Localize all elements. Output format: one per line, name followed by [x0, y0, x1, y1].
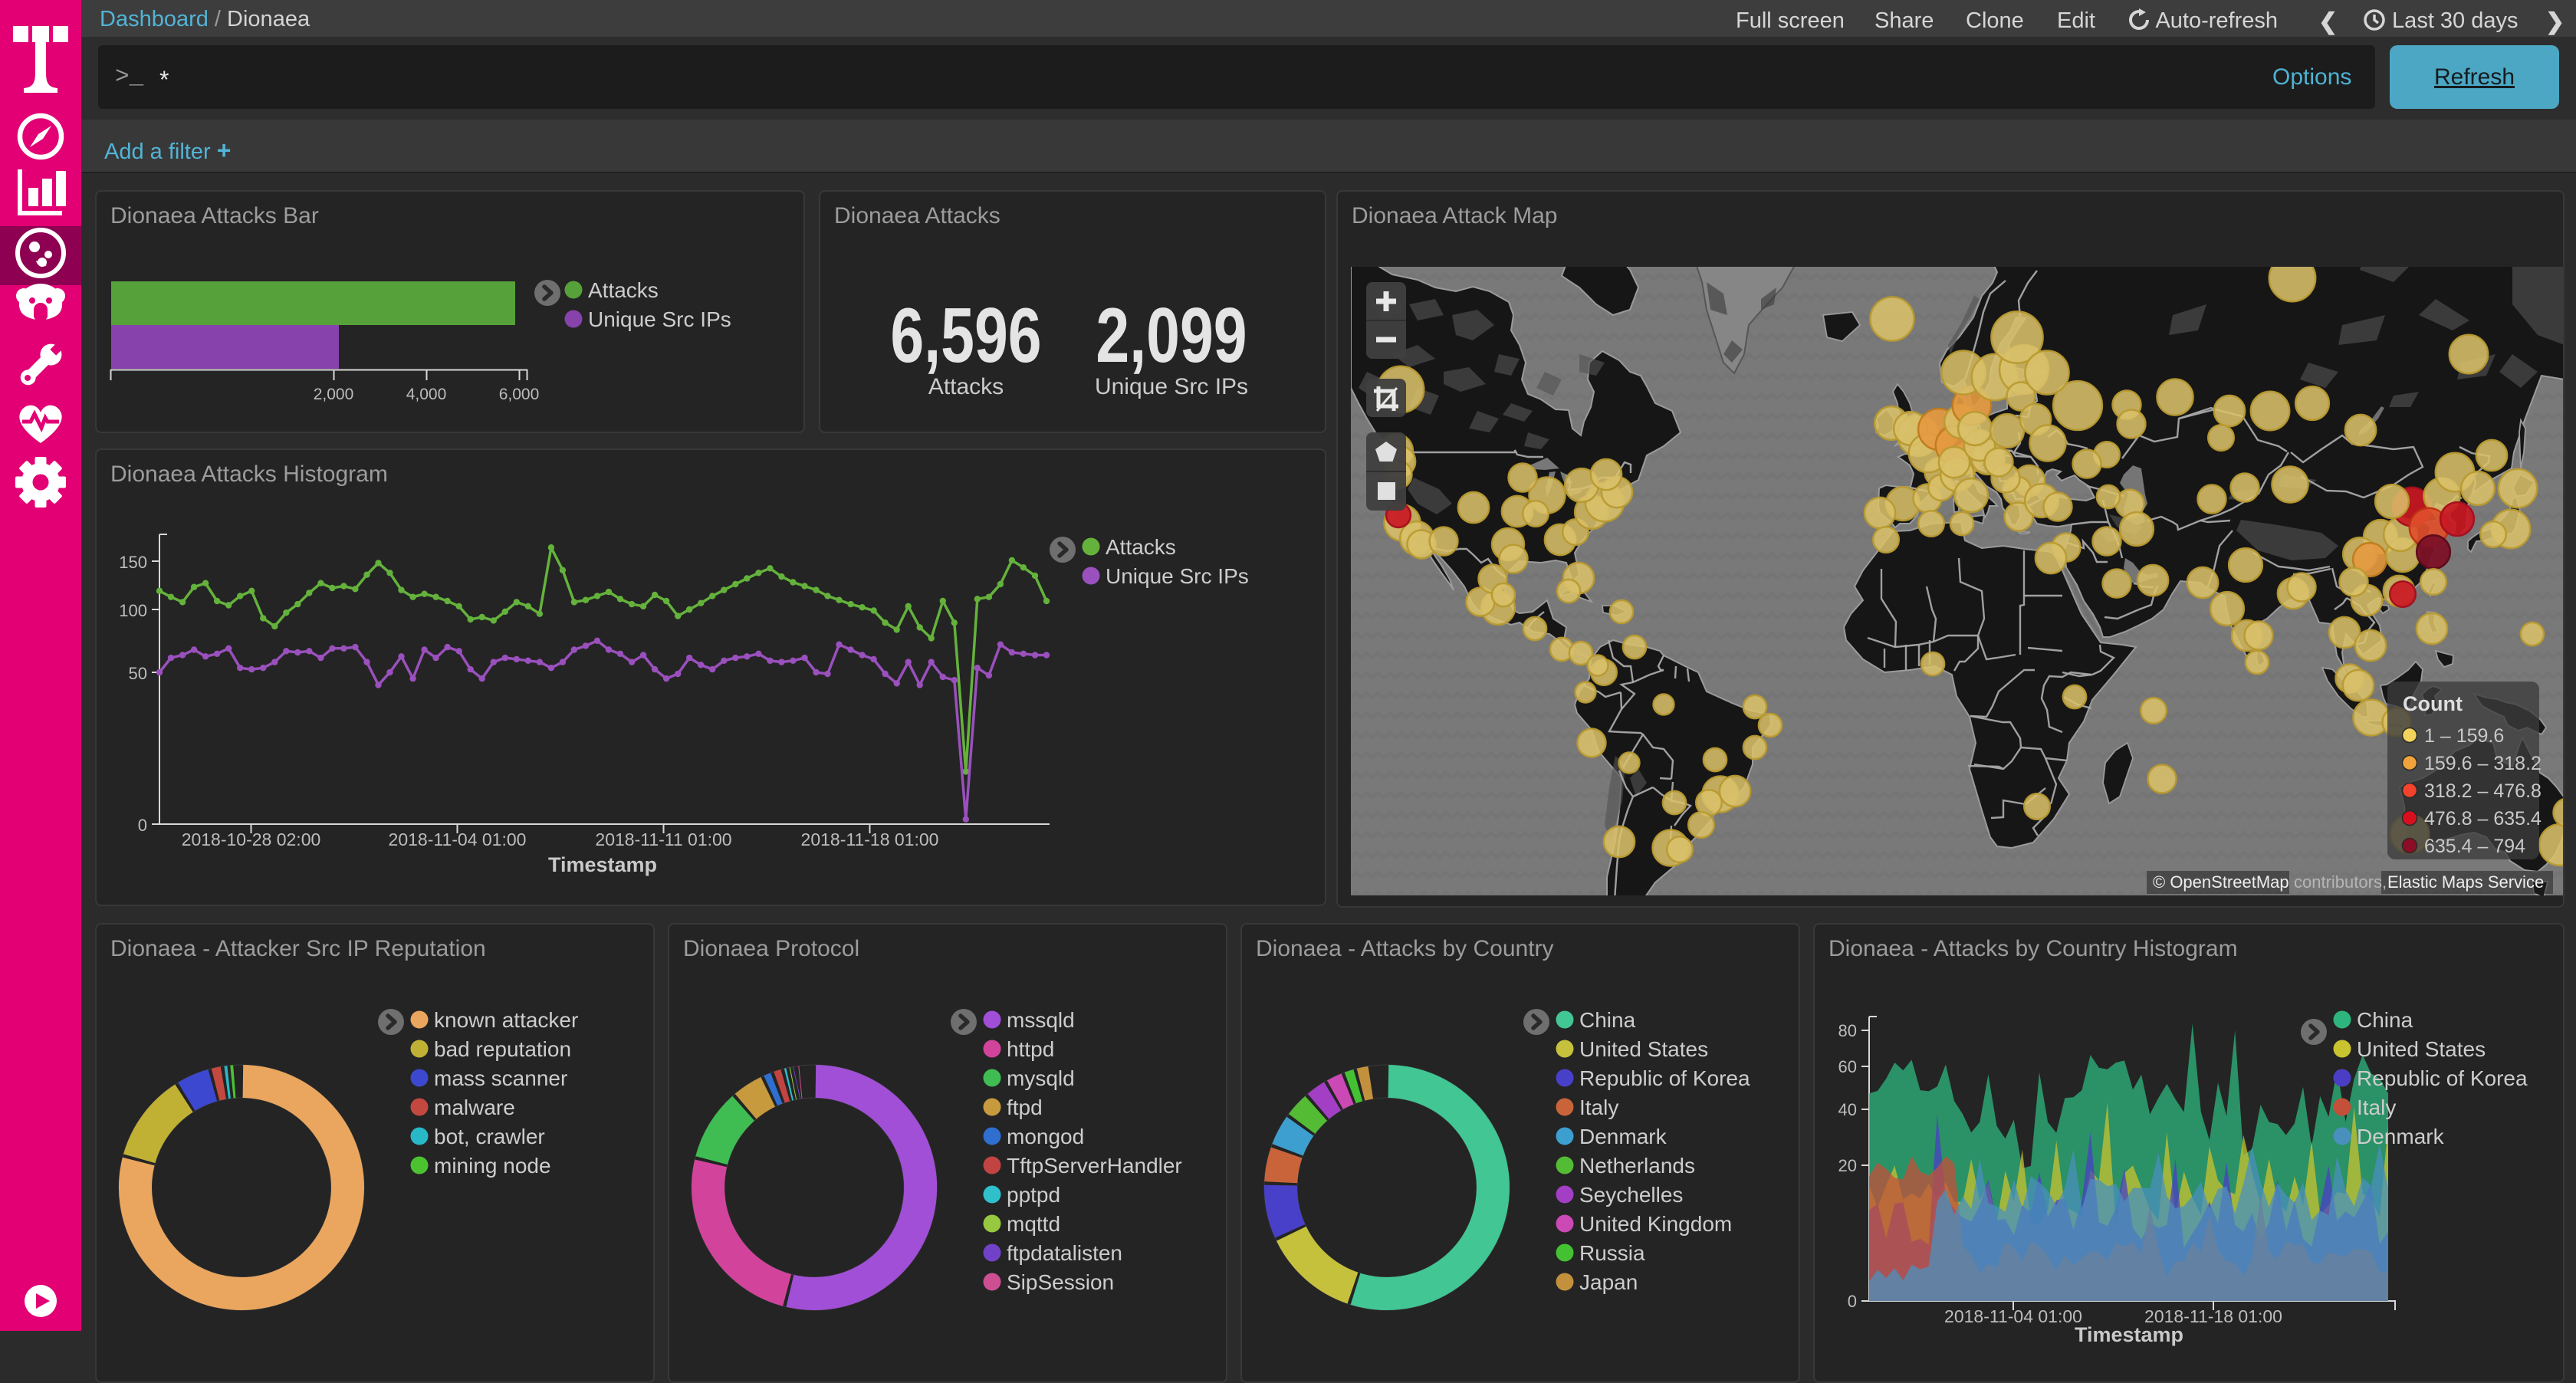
svg-text:2018-11-18 01:00: 2018-11-18 01:00	[801, 829, 939, 849]
svg-text:2018-11-11 01:00: 2018-11-11 01:00	[595, 829, 731, 849]
svg-text:50: 50	[129, 664, 147, 683]
svg-text:100: 100	[119, 601, 147, 620]
svg-text:2018-11-04 01:00: 2018-11-04 01:00	[389, 829, 527, 849]
svg-text:China: China	[2357, 1008, 2413, 1032]
svg-text:Republic of Korea: Republic of Korea	[2357, 1066, 2528, 1090]
svg-text:contributors,: contributors,	[2294, 872, 2387, 892]
svg-text:known attacker: known attacker	[434, 1008, 578, 1032]
svg-text:60: 60	[1838, 1057, 1857, 1076]
svg-text:0: 0	[1848, 1292, 1857, 1311]
svg-text:United States: United States	[2357, 1037, 2486, 1061]
svg-text:80: 80	[1838, 1021, 1857, 1040]
svg-text:40: 40	[1838, 1100, 1857, 1119]
svg-text:Russia: Russia	[1579, 1241, 1645, 1265]
svg-text:Count: Count	[2403, 692, 2463, 715]
svg-text:mass scanner: mass scanner	[434, 1066, 567, 1090]
svg-text:2018-11-18 01:00: 2018-11-18 01:00	[2144, 1306, 2282, 1326]
svg-text:Netherlands: Netherlands	[1579, 1154, 1695, 1178]
svg-text:Timestamp: Timestamp	[2075, 1323, 2183, 1346]
svg-text:bot, crawler: bot, crawler	[434, 1125, 545, 1148]
svg-text:mongod: mongod	[1007, 1125, 1084, 1148]
svg-text:mysqld: mysqld	[1007, 1066, 1075, 1090]
svg-text:Unique Src IPs: Unique Src IPs	[588, 307, 731, 331]
svg-text:malware: malware	[434, 1096, 515, 1119]
svg-text:Timestamp: Timestamp	[548, 853, 657, 876]
svg-text:20: 20	[1838, 1156, 1857, 1175]
svg-text:2018-11-04 01:00: 2018-11-04 01:00	[1944, 1306, 2082, 1326]
svg-text:China: China	[1579, 1008, 1636, 1032]
svg-text:ftpdatalisten: ftpdatalisten	[1007, 1241, 1122, 1265]
svg-text:Republic of Korea: Republic of Korea	[1579, 1066, 1750, 1090]
svg-text:Japan: Japan	[1579, 1270, 1638, 1294]
svg-text:Denmark: Denmark	[1579, 1125, 1668, 1148]
svg-text:bad reputation: bad reputation	[434, 1037, 571, 1061]
svg-text:Elastic Maps Service: Elastic Maps Service	[2387, 872, 2544, 892]
svg-text:635.4 – 794: 635.4 – 794	[2424, 836, 2525, 857]
svg-text:4,000: 4,000	[406, 386, 447, 403]
svg-text:6,000: 6,000	[499, 386, 540, 403]
svg-text:Attacks: Attacks	[588, 278, 659, 302]
svg-text:150: 150	[119, 553, 147, 572]
svg-text:httpd: httpd	[1007, 1037, 1054, 1061]
svg-text:Attacks: Attacks	[1106, 535, 1176, 559]
svg-text:1 – 159.6: 1 – 159.6	[2424, 725, 2504, 747]
svg-text:Seychelles: Seychelles	[1579, 1183, 1683, 1207]
svg-text:0: 0	[138, 816, 147, 835]
svg-text:318.2 – 476.8: 318.2 – 476.8	[2424, 780, 2542, 802]
svg-text:© OpenStreetMap: © OpenStreetMap	[2153, 872, 2289, 892]
svg-text:United Kingdom: United Kingdom	[1579, 1212, 1732, 1236]
svg-text:mssqld: mssqld	[1007, 1008, 1075, 1032]
svg-text:Italy: Italy	[2357, 1096, 2396, 1119]
svg-text:TftpServerHandler: TftpServerHandler	[1007, 1154, 1182, 1178]
svg-text:pptpd: pptpd	[1007, 1183, 1060, 1207]
svg-text:2,000: 2,000	[314, 386, 354, 403]
svg-text:SipSession: SipSession	[1007, 1270, 1114, 1294]
svg-text:mqttd: mqttd	[1007, 1212, 1060, 1236]
svg-text:Unique Src IPs: Unique Src IPs	[1106, 564, 1249, 588]
svg-text:476.8 – 635.4: 476.8 – 635.4	[2424, 808, 2542, 829]
svg-text:ftpd: ftpd	[1007, 1096, 1043, 1119]
svg-text:159.6 – 318.2: 159.6 – 318.2	[2424, 753, 2542, 774]
svg-text:2018-10-28 02:00: 2018-10-28 02:00	[182, 829, 321, 849]
svg-text:Denmark: Denmark	[2357, 1125, 2445, 1148]
svg-text:United States: United States	[1579, 1037, 1708, 1061]
svg-text:Italy: Italy	[1579, 1096, 1618, 1119]
svg-text:mining node: mining node	[434, 1154, 551, 1178]
